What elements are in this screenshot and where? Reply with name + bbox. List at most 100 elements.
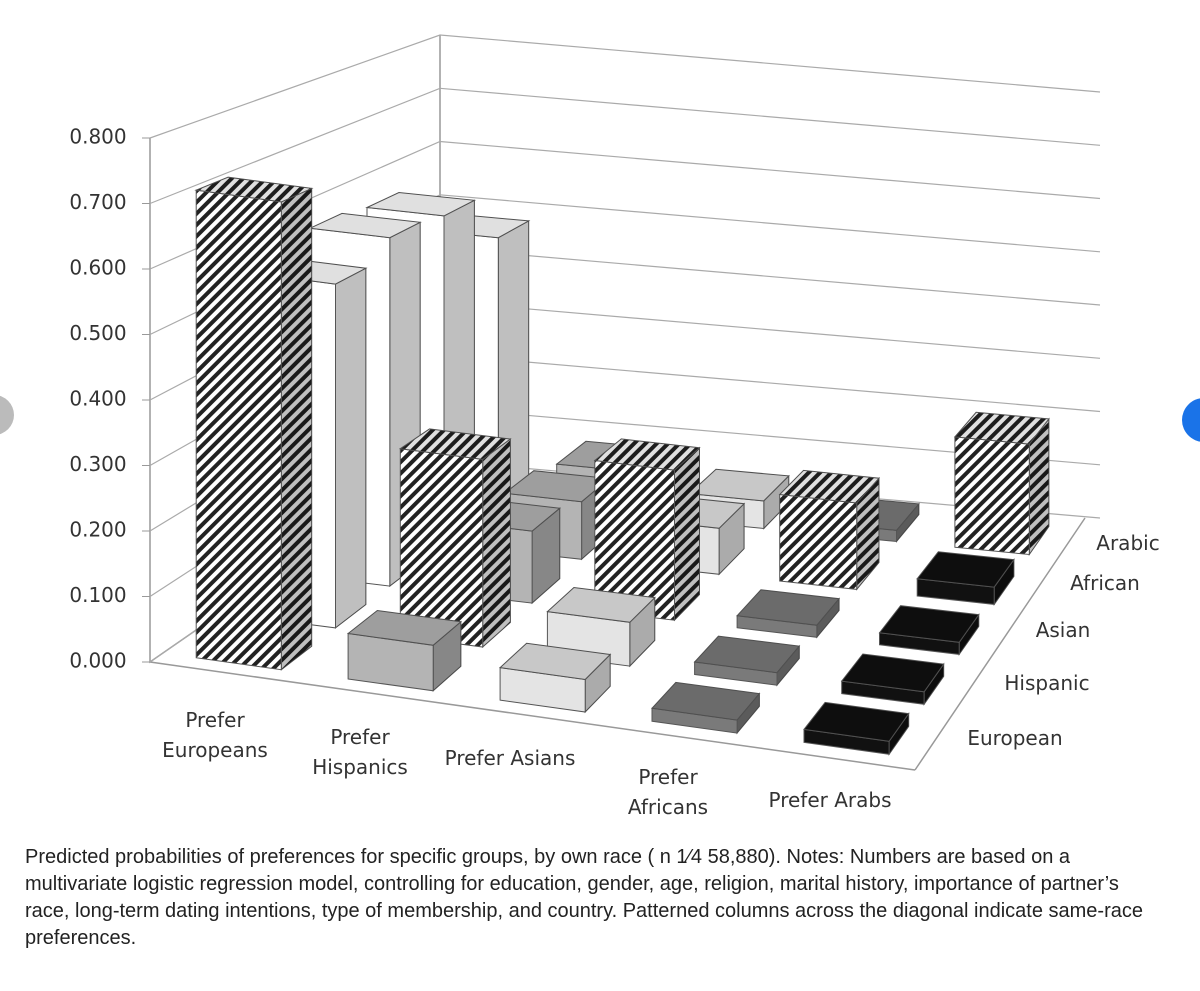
y-tick-label: 0.500 <box>69 321 126 345</box>
bar-top <box>365 191 477 217</box>
bar-top-shade <box>879 605 979 643</box>
floor-edge <box>914 517 1086 771</box>
bar-top <box>736 589 841 626</box>
bar-top-shade <box>348 610 461 646</box>
bar <box>650 681 761 735</box>
bar-top <box>693 635 801 674</box>
bar-top-shade <box>779 470 879 503</box>
bar-top <box>840 653 945 693</box>
bar <box>953 411 1050 557</box>
bar-side-shade <box>856 478 879 590</box>
series-label: Arabic <box>1096 531 1160 555</box>
bar <box>840 653 945 706</box>
x-tick-label: Prefer Africans <box>627 765 709 819</box>
bar-side-shade <box>498 220 529 503</box>
bar-side-shade <box>335 268 366 628</box>
y-tick-label: 0.000 <box>69 649 126 673</box>
bar-top <box>878 605 980 643</box>
bar <box>546 586 656 668</box>
series-label: Asian <box>1035 618 1091 642</box>
y-tick-label: 0.200 <box>69 518 126 542</box>
bar-top-shade <box>547 587 655 623</box>
bar-top <box>546 586 656 623</box>
bar <box>398 428 512 649</box>
bar-top-shade <box>841 654 944 692</box>
bar <box>593 438 701 622</box>
bar <box>803 701 910 756</box>
bar-top-shade <box>367 192 475 216</box>
bar-top-shade <box>689 469 789 501</box>
x-tick-label: Prefer Hispanics <box>312 725 408 779</box>
bar-side-shade <box>433 621 461 691</box>
bar-top <box>398 428 512 460</box>
bar <box>194 176 314 671</box>
bar-side-shade <box>585 654 611 712</box>
bar-top <box>308 212 422 239</box>
bar-top <box>650 681 761 721</box>
prev-button[interactable] <box>0 395 14 435</box>
bar-top <box>346 609 463 646</box>
bar <box>346 609 463 692</box>
bar-side-shade <box>924 664 944 705</box>
bar-top-shade <box>737 589 840 626</box>
bar-top <box>803 701 910 742</box>
bar-top-shade <box>594 438 700 471</box>
bar-top <box>194 176 314 203</box>
bar <box>736 589 841 639</box>
bar-top-shade <box>954 412 1049 445</box>
bar-side-shade <box>482 439 511 647</box>
bar <box>778 469 881 591</box>
bar-side-shade <box>896 503 919 542</box>
bar-top <box>778 469 881 504</box>
y-tick-label: 0.400 <box>69 387 126 411</box>
next-button[interactable] <box>1182 398 1200 442</box>
floor-edge <box>149 661 916 771</box>
caption: Predicted probabilities of preferences f… <box>25 846 1143 949</box>
bar-top-shade <box>310 213 421 238</box>
bar-side-shade <box>737 693 760 734</box>
bar-side-shade <box>959 614 979 655</box>
bar <box>693 635 801 687</box>
bar-top <box>953 411 1050 445</box>
bar-top-shade <box>196 177 312 202</box>
bar-side-shade <box>532 508 560 604</box>
bar-side-shade <box>994 559 1014 605</box>
bar-side-shade <box>777 646 800 686</box>
bar-side-shade <box>674 447 700 621</box>
bar-top <box>498 642 612 681</box>
bar-side-shade <box>629 597 655 667</box>
y-tick-label: 0.800 <box>69 125 126 149</box>
bar <box>878 605 980 656</box>
y-tick-label: 0.100 <box>69 583 126 607</box>
bar-top-shade <box>917 551 1014 588</box>
bar-side-shade <box>763 475 789 529</box>
y-tick-label: 0.300 <box>69 452 126 476</box>
bar <box>498 642 612 714</box>
x-tick-label: Prefer Asians <box>444 746 576 770</box>
bar-top-shade <box>400 428 511 460</box>
series-label: African <box>1070 571 1140 595</box>
bar-top-shade <box>500 643 611 680</box>
bar-top-shade <box>652 682 760 721</box>
bar-top <box>688 468 790 502</box>
bar-front <box>779 493 858 590</box>
bar-side-shade <box>1029 418 1049 555</box>
x-tick-label: Prefer Europeans <box>162 708 268 762</box>
bar <box>916 551 1015 606</box>
grid-line <box>149 34 1101 139</box>
bar-top-shade <box>804 702 909 742</box>
series-label: European <box>967 726 1063 750</box>
bar-top-shade <box>694 636 800 673</box>
bar-side-shade <box>816 598 840 638</box>
chart: 0.000 0.100 0.200 0.300 0.400 0.500 0.600 0.700… <box>0 34 1200 771</box>
bar-top <box>593 438 701 471</box>
x-tick-label: Prefer Arabs <box>768 788 892 812</box>
bar-front <box>195 189 282 671</box>
bar-side-shade <box>889 713 909 755</box>
bar-top-shade <box>504 470 610 502</box>
grid-line <box>149 87 1101 205</box>
y-tick-label: 0.600 <box>69 256 126 280</box>
bar-side-shade <box>281 188 312 670</box>
series-label: Hispanic <box>1004 671 1090 695</box>
